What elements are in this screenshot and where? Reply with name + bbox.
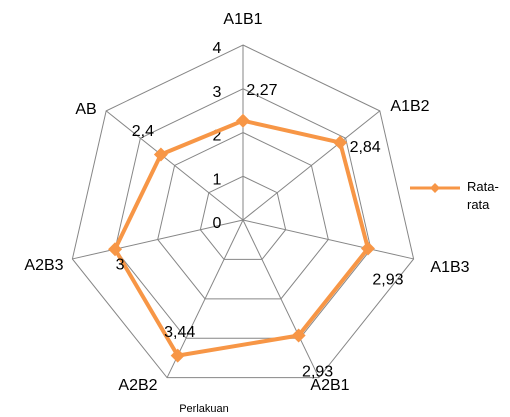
category-label: A1B2 bbox=[390, 98, 429, 115]
category-label: A2B3 bbox=[24, 257, 63, 274]
spoke bbox=[242, 110, 381, 221]
marker bbox=[153, 147, 168, 162]
grid-ring bbox=[157, 131, 329, 300]
tick-label: 1 bbox=[213, 171, 222, 188]
data-label: 2,93 bbox=[302, 364, 333, 381]
data-label: 2,27 bbox=[246, 82, 277, 99]
marker bbox=[108, 242, 123, 257]
data-label: 2,84 bbox=[350, 139, 381, 156]
marker bbox=[360, 241, 375, 256]
category-label: A2B2 bbox=[118, 377, 157, 394]
tick-label: 0 bbox=[213, 215, 222, 232]
data-label: 3 bbox=[116, 256, 125, 273]
tick-label: 2 bbox=[213, 128, 222, 145]
marker bbox=[236, 113, 250, 128]
data-label: 2,4 bbox=[132, 123, 154, 140]
category-label: A1B3 bbox=[430, 259, 469, 276]
tick-label: 3 bbox=[213, 84, 222, 101]
category-label: AB bbox=[75, 101, 96, 118]
spoke bbox=[242, 219, 320, 378]
spoke bbox=[105, 110, 244, 221]
category-label: A2B1 bbox=[310, 377, 349, 394]
marker bbox=[333, 135, 348, 150]
grid-ring bbox=[199, 175, 287, 260]
series-line bbox=[113, 118, 370, 358]
data-label: 2,93 bbox=[372, 272, 403, 289]
spoke bbox=[242, 219, 414, 260]
grid-ring bbox=[71, 44, 415, 379]
tick-label: 4 bbox=[213, 40, 222, 57]
data-label: 3,44 bbox=[164, 324, 195, 341]
grid-ring bbox=[114, 88, 372, 339]
legend-label: Rata-rata bbox=[467, 179, 499, 212]
category-label: A1B1 bbox=[223, 11, 262, 28]
marker bbox=[170, 348, 185, 363]
legend-marker bbox=[430, 183, 440, 193]
spoke bbox=[72, 219, 244, 260]
axis-label: Perlakuan bbox=[179, 403, 229, 415]
marker bbox=[291, 328, 306, 343]
